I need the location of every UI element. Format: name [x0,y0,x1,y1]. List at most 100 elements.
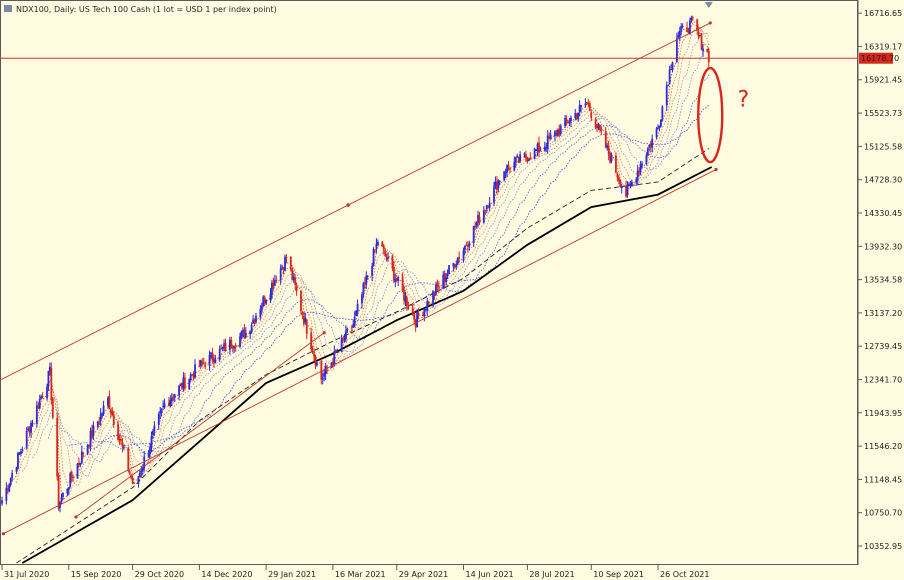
candle-body [253,320,256,323]
candle-body [482,210,485,223]
candle-body [494,181,497,187]
candle-body [172,396,175,399]
candle-body [107,397,109,406]
annotation-ellipse[interactable] [697,66,724,164]
candle-body [394,279,397,282]
candle-body [143,456,146,469]
y-tick-label: 15921.45 [864,76,902,85]
candle-body [51,398,54,418]
candle-body [120,439,122,442]
candle-body [6,489,9,491]
y-tick-label: 10352.95 [864,542,902,551]
candle-body [21,449,24,451]
candle-body [616,173,619,178]
candle-body [433,292,436,295]
candle-body [66,488,69,494]
y-tick-label: 12739.45 [864,342,902,351]
y-tick-label: 13534.58 [864,276,902,285]
candle-body [585,102,588,104]
candle-body [667,84,670,86]
current-price-label: 16178.70 [861,54,899,63]
window-menu-icon[interactable] [4,5,12,12]
candle-body [668,69,671,85]
candle-body [565,119,568,122]
candle-body [554,131,556,137]
candle-body [11,473,14,478]
candle-body [99,413,102,421]
candle-body [224,342,227,352]
candle-body [625,185,627,197]
candle-body [300,290,302,312]
chart-title: NDX100, Daily: US Tech 100 Cash (1 lot =… [16,5,277,14]
candle-body [111,411,114,416]
candle-body [272,283,275,288]
candle-body [697,31,700,38]
candle-body [606,145,609,148]
candle-body [356,304,359,312]
candle-body [27,428,30,431]
candle-body [456,257,459,265]
candle-body [452,263,455,267]
candle-body [580,104,582,107]
candle-body [504,172,507,174]
candle-body [584,103,587,106]
candle-body [271,282,273,295]
candle-body [316,362,318,366]
candle-body [575,113,578,118]
candle-body [183,377,186,389]
candle-body [535,149,537,151]
candle-body [376,242,379,245]
candle-body [445,276,448,282]
candle-body [392,266,395,281]
y-tick-label: 14330.45 [864,209,902,218]
candle-body [546,135,549,149]
candle-body [413,313,416,320]
candle-body [346,329,349,331]
candle-body [202,363,205,365]
candle-body [320,361,323,380]
candle-body [442,274,445,288]
candle-body [529,157,532,160]
candle-body [128,471,131,474]
candle-body [446,273,449,277]
candle-body [619,179,622,187]
candle-body [498,180,501,182]
candle-body [214,359,217,364]
candle-body [472,225,475,243]
candle-body [407,307,410,309]
candle-body [88,444,90,446]
candle-body [564,117,567,127]
candle-body [69,473,72,487]
candle-body [342,337,344,340]
candle-body [333,351,336,366]
candle-body [108,396,111,410]
candle-body [259,309,262,318]
shift-marker-icon[interactable] [704,2,713,8]
candle-body [538,142,540,153]
candle-body [310,332,313,350]
candle-body [615,155,617,173]
candle-body [465,244,468,246]
channel-anchor-dot [74,515,78,519]
candle-body [458,256,461,259]
candle-body [345,330,347,340]
candle-body [362,283,365,294]
candle-body [98,421,101,423]
candle-body [223,343,225,347]
candle-body [160,408,163,413]
candle-body [645,155,648,165]
candle-body [448,265,450,274]
candle-body [294,277,297,285]
candle-body [539,150,542,152]
candle-body [162,406,164,408]
candle-body [47,370,50,387]
candle-body [403,289,405,301]
candle-body [696,19,699,31]
candle-body [700,34,703,50]
channel-anchor-dot [1,532,6,536]
candle-body [72,476,75,478]
candle-body [391,255,394,269]
candle-body [56,417,59,477]
candle-body [313,353,315,357]
